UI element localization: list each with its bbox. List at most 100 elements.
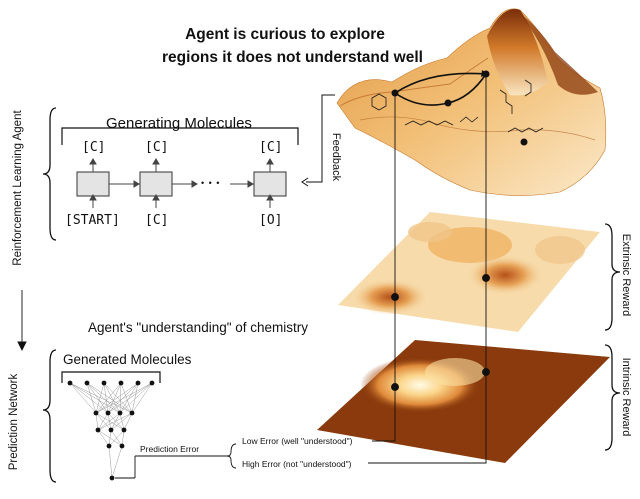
network-edge bbox=[95, 412, 112, 431]
network-edge bbox=[110, 412, 133, 431]
landscape-shadow bbox=[518, 12, 598, 95]
network-edge bbox=[97, 412, 121, 431]
sequence-ellipsis: • • • bbox=[201, 178, 221, 188]
prediction-network-label: Prediction Network bbox=[8, 373, 20, 471]
network-edge bbox=[119, 382, 122, 414]
understanding-label: Agent's "understanding" of chemistry bbox=[88, 320, 309, 335]
network-node bbox=[84, 380, 90, 386]
network-edge bbox=[95, 382, 153, 414]
network-edge bbox=[120, 382, 133, 414]
projection-lines bbox=[391, 74, 490, 460]
network-edge bbox=[107, 382, 153, 414]
high-error-label: High Error (not "understood") bbox=[242, 459, 352, 469]
network-edge bbox=[97, 412, 109, 431]
landscape-peak bbox=[487, 9, 548, 96]
extrinsic-reward-plane bbox=[338, 212, 600, 332]
network-edge bbox=[95, 382, 122, 414]
network-edge bbox=[107, 412, 125, 431]
network-node bbox=[119, 443, 125, 449]
feedback-arrow bbox=[301, 94, 335, 187]
input-token-1: [START] bbox=[65, 213, 120, 228]
network-edge bbox=[107, 382, 139, 414]
network-node bbox=[149, 380, 155, 386]
network-edge bbox=[103, 382, 121, 414]
error-connectors bbox=[115, 438, 487, 479]
rnn-sequence bbox=[61, 127, 299, 208]
generating-molecules-label: Generating Molecules bbox=[106, 115, 252, 132]
network-edge bbox=[131, 382, 153, 414]
title-line-2: regions it does not understand well bbox=[162, 49, 423, 66]
output-token-2: [C] bbox=[145, 140, 169, 155]
landscape-point-4 bbox=[520, 138, 528, 146]
agent-to-network-arrow bbox=[17, 290, 27, 352]
network-edge bbox=[95, 412, 125, 431]
network-edge bbox=[108, 445, 113, 479]
network-edge bbox=[119, 382, 153, 414]
network-edge bbox=[121, 429, 125, 447]
network-edge bbox=[95, 412, 99, 431]
landscape-contour bbox=[359, 116, 596, 141]
network-edge bbox=[97, 429, 110, 447]
network-edge bbox=[86, 382, 133, 414]
network-node bbox=[135, 380, 141, 386]
intrinsic-reward-label: Intrinsic Reward bbox=[620, 357, 632, 437]
output-token-3: [C] bbox=[259, 140, 283, 155]
left-braces bbox=[42, 107, 57, 483]
network-node bbox=[105, 410, 111, 416]
network-edge bbox=[123, 412, 133, 431]
extrinsic-reward-label: Extrinsic Reward bbox=[620, 233, 632, 317]
prediction-network bbox=[61, 371, 161, 481]
generated-molecules-label: Generated Molecules bbox=[63, 352, 192, 367]
exploration-path-2 bbox=[394, 72, 487, 94]
network-edge bbox=[86, 382, 109, 414]
network-node bbox=[117, 410, 123, 416]
network-edge bbox=[97, 412, 133, 431]
network-node bbox=[93, 410, 99, 416]
network-edge bbox=[119, 412, 125, 431]
network-edge bbox=[111, 445, 123, 479]
landscape-point-2 bbox=[444, 99, 452, 107]
network-nodes bbox=[67, 380, 155, 481]
feedback-label: Feedback bbox=[330, 132, 342, 182]
network-edge bbox=[69, 382, 133, 414]
landscape-ridge bbox=[339, 57, 489, 107]
network-edge bbox=[95, 382, 139, 414]
rl-agent-label: Reinforcement Learning Agent bbox=[12, 110, 24, 266]
network-edge bbox=[103, 382, 109, 414]
network-edge bbox=[69, 382, 109, 414]
rnn-cell-3 bbox=[253, 171, 287, 197]
network-edge bbox=[95, 382, 105, 414]
network-node bbox=[109, 475, 115, 481]
network-edge bbox=[131, 382, 139, 414]
input-token-3: [O] bbox=[259, 213, 283, 228]
network-edge bbox=[107, 382, 122, 414]
network-edge bbox=[119, 382, 139, 414]
input-token-2: [C] bbox=[145, 213, 169, 228]
output-token-1: [C] bbox=[82, 140, 106, 155]
network-edge bbox=[69, 382, 121, 414]
rnn-cell-2 bbox=[139, 171, 173, 197]
title-line-1: Agent is curious to explore bbox=[185, 26, 385, 43]
network-edge bbox=[86, 382, 97, 414]
rnn-cell-1 bbox=[76, 171, 110, 197]
network-edge bbox=[108, 429, 125, 447]
network-edges bbox=[69, 382, 153, 479]
intrinsic-reward-plane bbox=[317, 340, 610, 463]
molecule-structures bbox=[371, 79, 544, 133]
network-node bbox=[121, 427, 127, 433]
prediction-error-label: Prediction Error bbox=[140, 444, 200, 454]
curiosity-landscape bbox=[336, 8, 607, 196]
network-edge bbox=[69, 382, 97, 414]
network-edge bbox=[107, 412, 112, 431]
network-node bbox=[95, 427, 101, 433]
network-node bbox=[101, 380, 107, 386]
network-node bbox=[129, 410, 135, 416]
network-node bbox=[106, 443, 112, 449]
low-error-label: Low Error (well "understood") bbox=[242, 436, 353, 446]
network-node bbox=[118, 380, 124, 386]
network-edge bbox=[108, 429, 112, 447]
reward-braces bbox=[604, 223, 621, 451]
network-edge bbox=[86, 382, 121, 414]
network-node bbox=[67, 380, 73, 386]
